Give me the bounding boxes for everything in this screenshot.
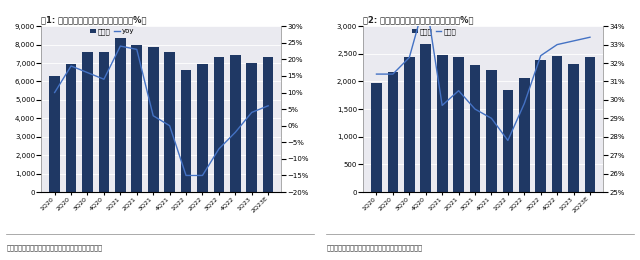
Bar [453,57,464,192]
Bar [486,70,497,192]
Bar [115,38,125,192]
Bar [404,57,415,192]
Bar [99,52,109,192]
Bar [164,52,175,192]
Bar [371,83,382,192]
Bar [148,47,159,192]
Legend: 毛利润, 毛利率: 毛利润, 毛利率 [410,26,458,37]
Bar [470,65,481,192]
Text: 资料来源：公司公告，国信证券经济研究所整理及预测: 资料来源：公司公告，国信证券经济研究所整理及预测 [326,245,422,251]
Bar [230,55,241,192]
Bar [49,76,60,192]
Legend: 总收入, yoy: 总收入, yoy [88,26,136,37]
Bar [420,44,431,192]
Bar [585,57,595,192]
Bar [437,55,447,192]
Bar [180,70,191,192]
Bar [66,64,76,192]
Text: 资料来源：公司公告，国信证券经济研究所整理及预测: 资料来源：公司公告，国信证券经济研究所整理及预测 [6,245,102,251]
Bar [214,57,224,192]
Text: 图1: 腾讯音乐总收入及增速（百万元，%）: 图1: 腾讯音乐总收入及增速（百万元，%） [42,15,147,24]
Bar [82,52,93,192]
Bar [388,72,398,192]
Bar [568,64,579,192]
Bar [536,60,546,192]
Bar [552,56,563,192]
Bar [246,63,257,192]
Bar [197,64,208,192]
Text: 图2: 腾讯音乐毛利润与毛利率（百万元，%）: 图2: 腾讯音乐毛利润与毛利率（百万元，%） [364,15,474,24]
Bar [502,90,513,192]
Bar [263,57,273,192]
Bar [519,78,530,192]
Bar [131,45,142,192]
